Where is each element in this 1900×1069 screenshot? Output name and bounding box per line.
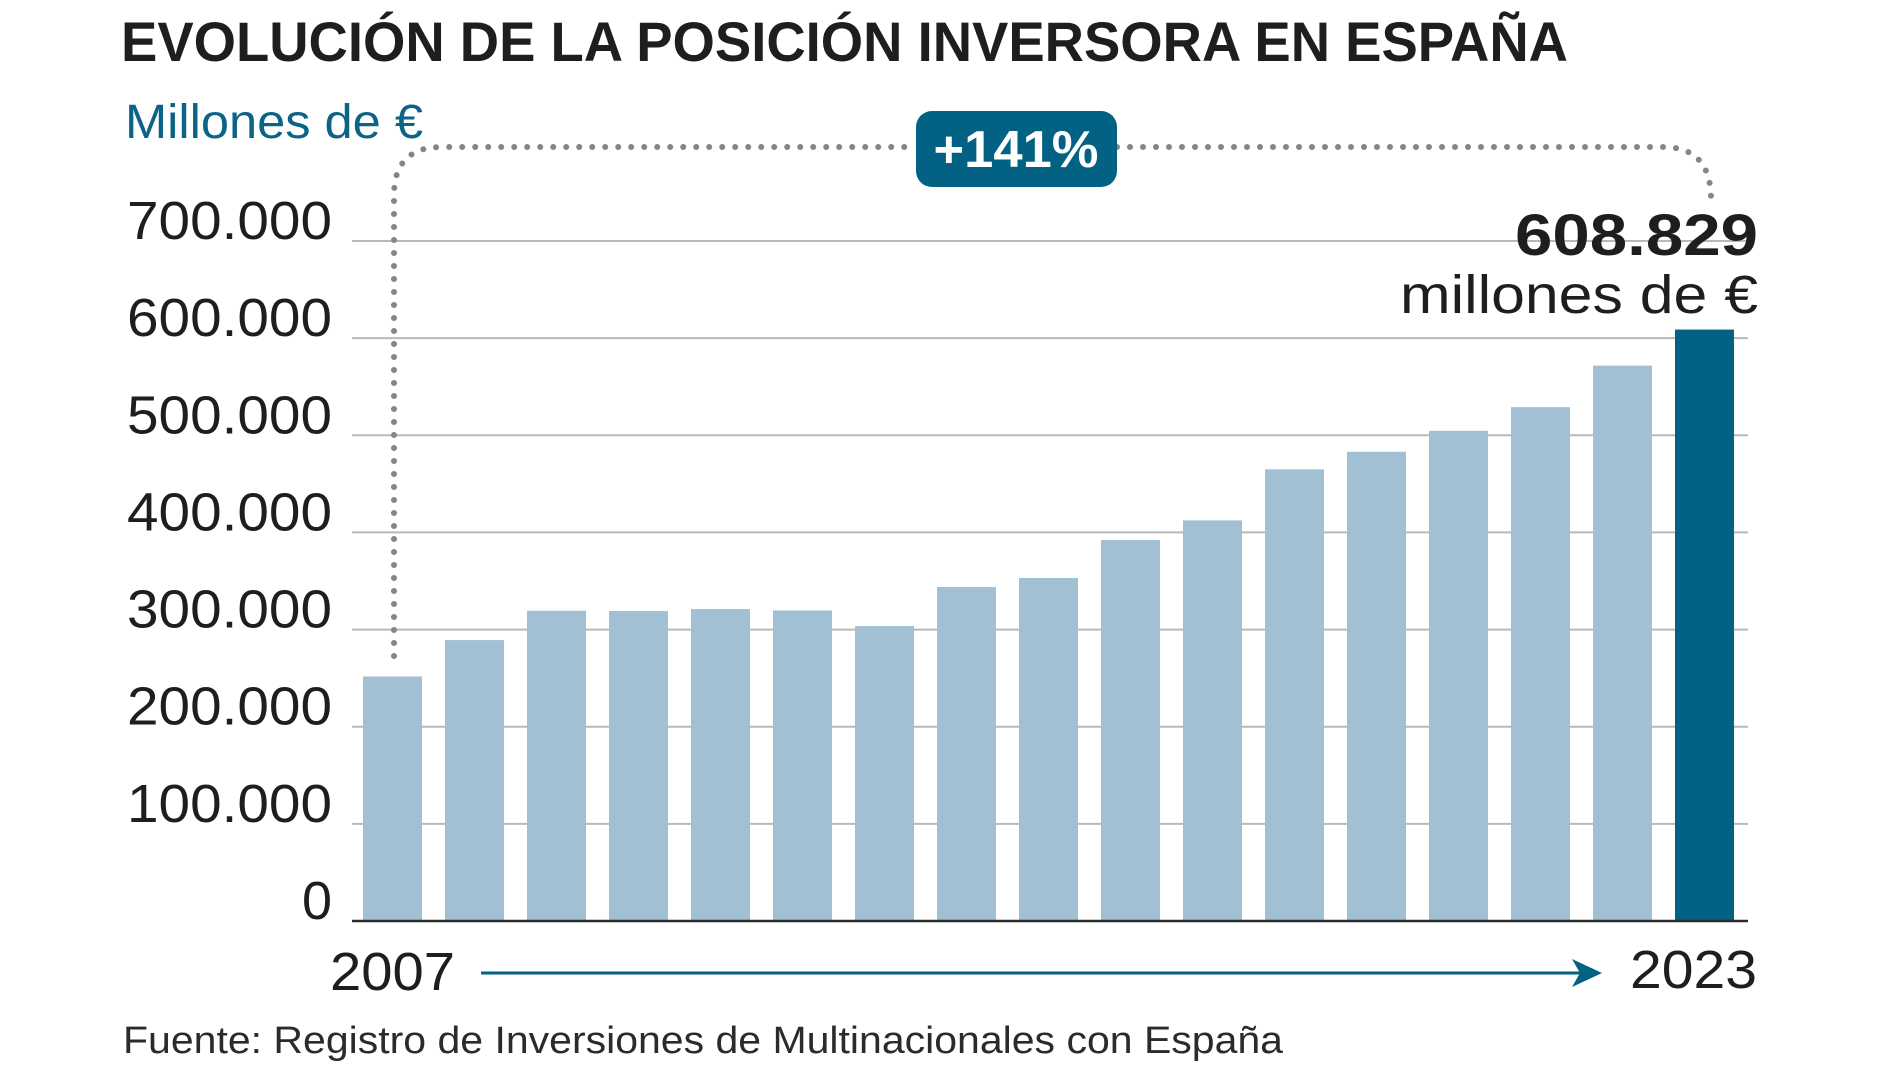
y-axis-ticks: 0 100.000 200.000 300.000 400.000 500.000 600.… bbox=[127, 191, 332, 931]
change-badge-background bbox=[916, 111, 1117, 187]
change-connector-dotted-line bbox=[391, 144, 1714, 659]
latest-value-unit-label: millones de € bbox=[1400, 265, 1758, 325]
bar: 2022 bbox=[1593, 365, 1652, 921]
bar: 2015 bbox=[1019, 577, 1078, 921]
bar: 2020 bbox=[1429, 430, 1488, 921]
y-tick-label: 700.000 bbox=[127, 191, 332, 251]
bar: 2012 bbox=[773, 610, 832, 921]
x-axis-end-label: 2023 bbox=[1630, 940, 1757, 1000]
change-badge: +141% bbox=[916, 111, 1117, 187]
bar: 2018 bbox=[1265, 469, 1324, 921]
bar: 2007 bbox=[363, 676, 422, 921]
y-tick-label: 100.000 bbox=[127, 774, 332, 834]
y-tick-label: 500.000 bbox=[127, 385, 332, 445]
y-tick-label: 200.000 bbox=[127, 677, 332, 737]
time-arrow bbox=[481, 959, 1602, 987]
source-note: Fuente: Registro de Inversiones de Multi… bbox=[123, 1020, 1284, 1062]
y-axis-unit-label: Millones de € bbox=[125, 96, 423, 149]
y-tick-label: 0 bbox=[302, 871, 332, 931]
y-tick-label: 300.000 bbox=[127, 580, 332, 640]
bar: 2014 bbox=[937, 587, 996, 921]
arrow-right-icon bbox=[1572, 959, 1602, 987]
chart-title: EVOLUCIÓN DE LA POSICIÓN INVERSORA EN ES… bbox=[121, 10, 1568, 73]
latest-value-label: 608.829 bbox=[1515, 203, 1758, 268]
bar: 2019 bbox=[1347, 451, 1406, 921]
bars: 2007 2008 2009 2010 2011 2012 2013 2014 2015 2016… bbox=[363, 329, 1734, 922]
bar: 2010 bbox=[609, 611, 668, 921]
bar: 2009 bbox=[527, 610, 586, 921]
bar: 2008 bbox=[445, 640, 504, 921]
bar: 2021 bbox=[1511, 407, 1570, 922]
change-badge-text: +141% bbox=[934, 121, 1099, 179]
x-axis-start-label: 2007 bbox=[330, 942, 455, 1002]
bar: 2017 bbox=[1183, 520, 1242, 921]
y-tick-label: 400.000 bbox=[127, 482, 332, 542]
bar: 2011 bbox=[691, 609, 750, 921]
bar-highlight: 2023 bbox=[1675, 329, 1734, 921]
y-tick-label: 600.000 bbox=[127, 288, 332, 348]
bar: 2013 bbox=[855, 626, 914, 921]
bar: 2016 bbox=[1101, 540, 1160, 921]
